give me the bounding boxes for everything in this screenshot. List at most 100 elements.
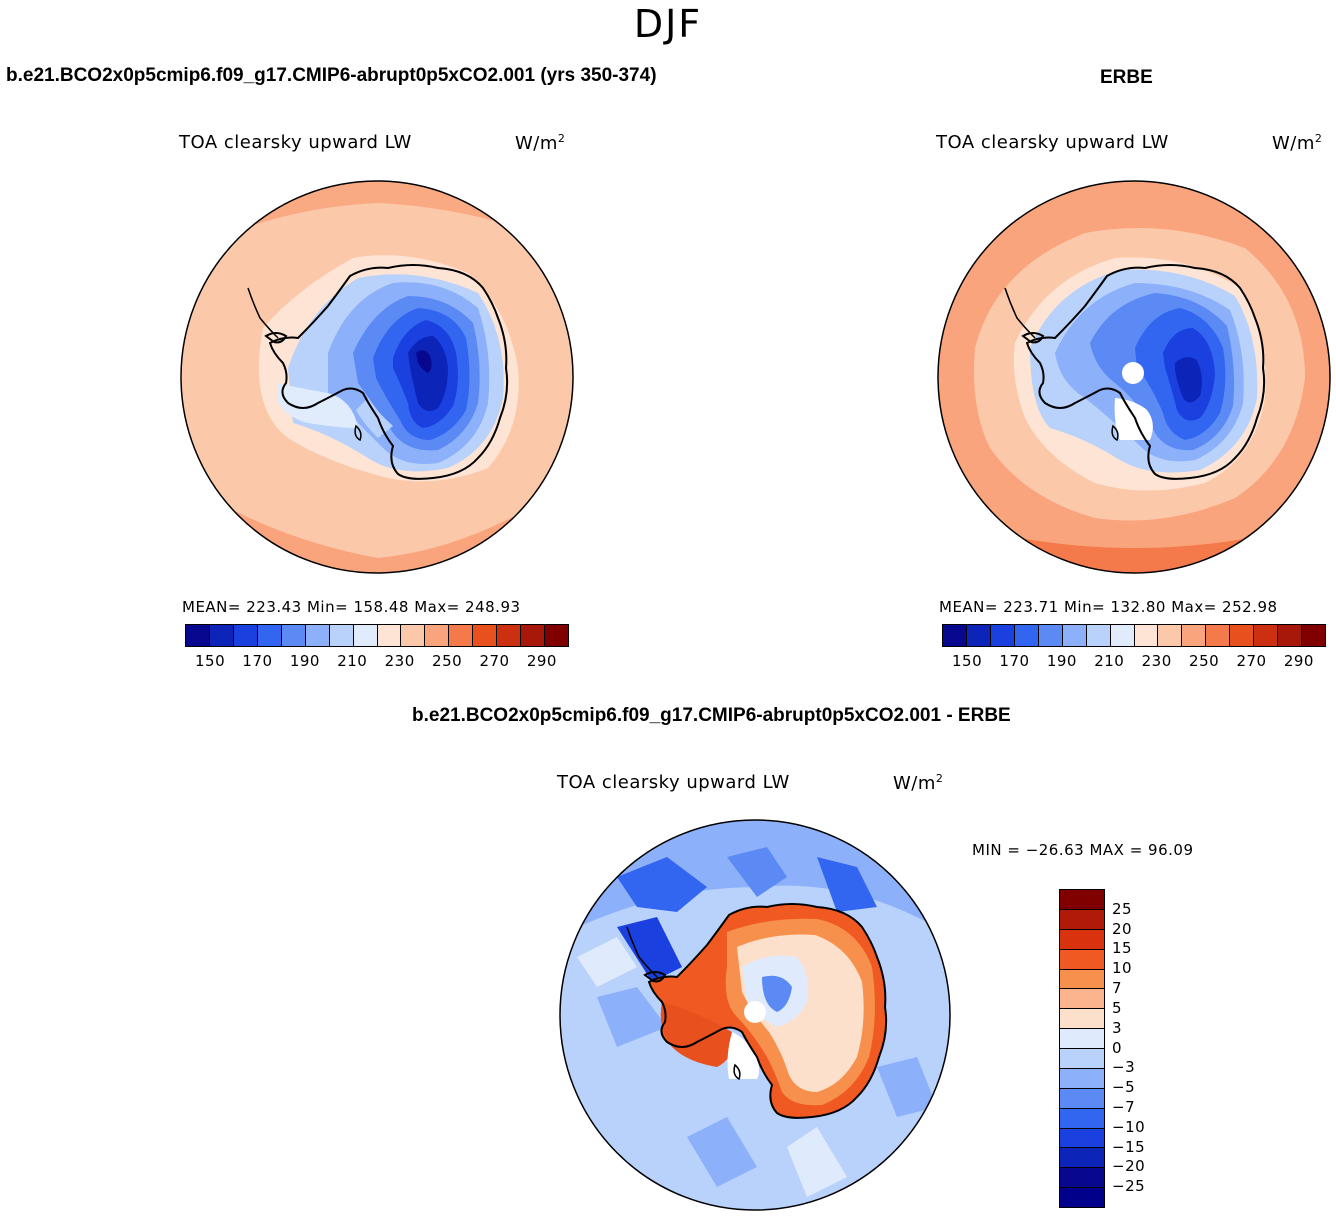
colorbar-tick-label: 15 (1112, 939, 1133, 958)
colorbar-swatch (1206, 625, 1231, 646)
colorbar-swatch (1230, 625, 1255, 646)
colorbar-swatch (990, 625, 1015, 646)
colorbar-swatch (943, 625, 967, 646)
diff-units: W/m2 (893, 772, 943, 794)
colorbar-swatch (1158, 625, 1183, 646)
colorbar-swatch (281, 625, 306, 646)
colorbar-tick-label: −25 (1112, 1177, 1146, 1196)
colorbar-swatch (1060, 969, 1104, 990)
model-units-sup: 2 (557, 132, 566, 145)
obs-header: ERBE (1100, 67, 1153, 88)
colorbar-swatch (1302, 625, 1325, 646)
colorbar-tick-label: 5 (1112, 998, 1123, 1017)
colorbar-tick-label: 190 (289, 652, 320, 670)
colorbar-swatch (1060, 1168, 1104, 1189)
obs-colorbar (942, 624, 1326, 647)
diff-colorbar-ticks: 25 20 15 10 7 5 3 0 −3 −5 −7 −10 −15 −20 −25 (1112, 889, 1172, 1206)
colorbar-swatch (209, 625, 234, 646)
colorbar-swatch (1060, 890, 1104, 910)
colorbar-tick-label: 210 (1094, 652, 1125, 670)
colorbar-tick-label: 250 (432, 652, 463, 670)
colorbar-tick-label: 230 (384, 652, 415, 670)
diff-colorbar (1059, 889, 1105, 1208)
colorbar-swatch (1060, 1108, 1104, 1129)
colorbar-tick-label: 210 (337, 652, 368, 670)
colorbar-swatch (1182, 625, 1207, 646)
colorbar-tick-label: −3 (1112, 1058, 1136, 1077)
colorbar-tick-label: 25 (1112, 899, 1133, 918)
colorbar-swatch (401, 625, 426, 646)
colorbar-swatch (497, 625, 522, 646)
obs-units: W/m2 (1272, 132, 1322, 154)
colorbar-swatch (186, 625, 210, 646)
colorbar-swatch (1060, 1128, 1104, 1149)
model-header: b.e21.BCO2x0p5cmip6.f09_g17.CMIP6-abrupt… (6, 65, 657, 86)
colorbar-tick-label: 290 (526, 652, 557, 670)
model-polar-map (180, 180, 574, 574)
colorbar-swatch (1060, 1068, 1104, 1089)
colorbar-swatch (1060, 929, 1104, 950)
colorbar-swatch (545, 625, 568, 646)
colorbar-tick-label: 0 (1112, 1038, 1123, 1057)
colorbar-swatch (1086, 625, 1111, 646)
colorbar-swatch (1060, 1148, 1104, 1169)
diff-header: b.e21.BCO2x0p5cmip6.f09_g17.CMIP6-abrupt… (412, 705, 1011, 726)
colorbar-swatch (305, 625, 330, 646)
colorbar-tick-label: −7 (1112, 1097, 1136, 1116)
obs-polar-map (937, 180, 1331, 574)
colorbar-tick-label: 230 (1141, 652, 1172, 670)
colorbar-swatch (233, 625, 258, 646)
model-units: W/m2 (515, 132, 565, 154)
colorbar-tick-label: 170 (999, 652, 1030, 670)
colorbar-swatch (329, 625, 354, 646)
model-units-text: W/m (515, 133, 558, 154)
colorbar-tick-label: −5 (1112, 1078, 1136, 1097)
colorbar-swatch (353, 625, 378, 646)
colorbar-tick-label: 190 (1046, 652, 1077, 670)
colorbar-swatch (1038, 625, 1063, 646)
colorbar-swatch (1110, 625, 1135, 646)
obs-units-sup: 2 (1314, 132, 1323, 145)
obs-stats: MEAN= 223.71 Min= 132.80 Max= 252.98 (939, 598, 1278, 616)
colorbar-swatch (1060, 1188, 1104, 1207)
colorbar-tick-label: 150 (195, 652, 226, 670)
colorbar-tick-label: 20 (1112, 919, 1133, 938)
colorbar-swatch (1134, 625, 1159, 646)
colorbar-swatch (1060, 949, 1104, 970)
colorbar-tick-label: −10 (1112, 1117, 1146, 1136)
colorbar-swatch (1060, 1088, 1104, 1109)
colorbar-tick-label: 270 (1236, 652, 1267, 670)
obs-colorbar-ticks: 150 170 190 210 230 250 270 290 (942, 652, 1324, 670)
colorbar-tick-label: −15 (1112, 1137, 1146, 1156)
colorbar-tick-label: 150 (952, 652, 983, 670)
colorbar-swatch (521, 625, 546, 646)
colorbar-tick-label: 250 (1189, 652, 1220, 670)
colorbar-swatch (449, 625, 474, 646)
diff-stats: MIN = −26.63 MAX = 96.09 (972, 841, 1194, 859)
colorbar-swatch (377, 625, 402, 646)
diff-units-text: W/m (893, 773, 936, 794)
colorbar-swatch (1254, 625, 1279, 646)
colorbar-swatch (966, 625, 991, 646)
model-colorbar-ticks: 150 170 190 210 230 250 270 290 (185, 652, 567, 670)
colorbar-swatch (1014, 625, 1039, 646)
colorbar-swatch (1060, 1029, 1104, 1049)
obs-units-text: W/m (1272, 133, 1315, 154)
diff-field-label: TOA clearsky upward LW (557, 772, 790, 793)
colorbar-swatch (425, 625, 450, 646)
colorbar-tick-label: −20 (1112, 1157, 1146, 1176)
colorbar-swatch (1278, 625, 1303, 646)
colorbar-tick-label: 10 (1112, 959, 1133, 978)
colorbar-swatch (1060, 1009, 1104, 1030)
model-colorbar (185, 624, 569, 647)
diff-polar-map (559, 819, 951, 1211)
colorbar-swatch (473, 625, 498, 646)
season-title: DJF (633, 2, 703, 46)
diff-units-sup: 2 (935, 772, 944, 785)
colorbar-swatch (1062, 625, 1087, 646)
colorbar-swatch (1060, 909, 1104, 930)
model-field-label: TOA clearsky upward LW (179, 132, 412, 153)
colorbar-tick-label: 270 (479, 652, 510, 670)
colorbar-swatch (257, 625, 282, 646)
obs-field-label: TOA clearsky upward LW (936, 132, 1169, 153)
